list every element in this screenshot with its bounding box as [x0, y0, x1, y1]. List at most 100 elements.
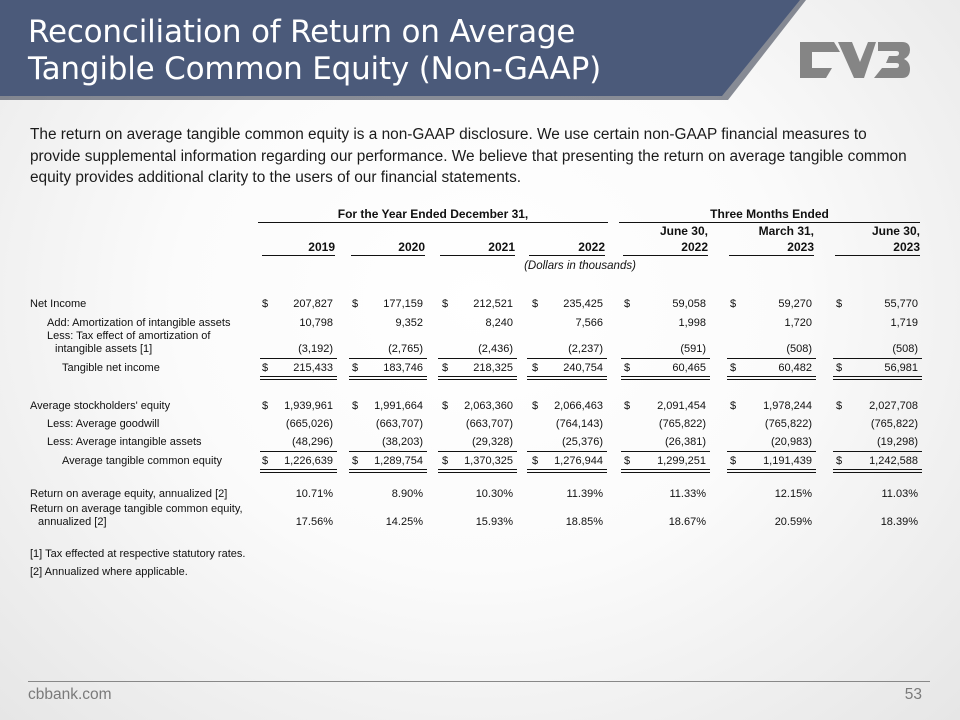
table-cell: 59,270 [778, 298, 812, 310]
table-cell: 1,242,588 [869, 455, 918, 467]
column-header-underline [262, 255, 335, 256]
table-cell: 215,433 [293, 362, 333, 374]
dollar-sign: $ [352, 362, 359, 374]
table-cell: (508) [786, 343, 812, 355]
table-cell: 17.56% [295, 516, 333, 528]
dollar-sign: $ [624, 362, 631, 374]
subtotal-rule [833, 451, 922, 452]
table-cell: (48,296) [292, 436, 333, 448]
units-note: (Dollars in thousands) [524, 260, 636, 272]
column-header-underline [529, 255, 605, 256]
table-cell: 2,027,708 [869, 400, 918, 412]
row-label: Tangible net income [62, 362, 160, 374]
table-cell: 2,091,454 [657, 400, 706, 412]
total-double-rule [527, 376, 607, 380]
column-header-line2: 2023 [787, 240, 814, 254]
table-cell: (2,436) [478, 343, 513, 355]
title-band [0, 0, 806, 100]
title-line-1: Reconciliation of Return on Average [28, 14, 576, 50]
cvb-logo-icon [800, 42, 910, 78]
dollar-sign: $ [442, 400, 449, 412]
dollar-sign: $ [730, 455, 737, 467]
table-cell: (2,765) [388, 343, 423, 355]
dollar-sign: $ [532, 362, 539, 374]
dollar-sign: $ [352, 400, 359, 412]
table-cell: (665,026) [285, 418, 333, 430]
table-cell: (25,376) [562, 436, 603, 448]
column-header-line2: 2019 [308, 240, 335, 254]
column-header-underline [623, 255, 708, 256]
column-header-line2: 2023 [893, 240, 920, 254]
table-cell: 60,482 [778, 362, 812, 374]
row-label: Less: Tax effect of amortization of [47, 330, 211, 342]
table-cell: 15.93% [475, 516, 513, 528]
row-label: Less: Average intangible assets [47, 436, 202, 448]
column-header-underline [351, 255, 425, 256]
table-cell: 10,798 [299, 317, 333, 329]
table-cell: (19,298) [877, 436, 918, 448]
table-cell: 218,325 [473, 362, 513, 374]
total-double-rule [260, 469, 337, 473]
table-cell: (764,143) [555, 418, 603, 430]
dollar-sign: $ [442, 362, 449, 374]
table-cell: 1,370,325 [464, 455, 513, 467]
header-year-underline [258, 222, 608, 223]
table-cell: (663,707) [465, 418, 513, 430]
total-double-rule [833, 376, 922, 380]
column-header-underline [835, 255, 920, 256]
total-double-rule [727, 376, 816, 380]
table-cell: 56,981 [884, 362, 918, 374]
total-double-rule [438, 469, 517, 473]
table-cell: 18.67% [668, 516, 706, 528]
table-cell: 7,566 [575, 317, 603, 329]
table-cell: (765,822) [870, 418, 918, 430]
table-cell: (765,822) [764, 418, 812, 430]
table-cell: (26,381) [665, 436, 706, 448]
table-cell: 2,063,360 [464, 400, 513, 412]
table-cell: (3,192) [298, 343, 333, 355]
total-double-rule [349, 376, 427, 380]
table-cell: 183,746 [383, 362, 423, 374]
header-quarter-group: Three Months Ended [710, 207, 829, 221]
row-label: Return on average tangible common equity… [30, 503, 243, 515]
dollar-sign: $ [262, 298, 269, 310]
footnote: [2] Annualized where applicable. [30, 566, 188, 578]
table-cell: 18.85% [565, 516, 603, 528]
dollar-sign: $ [624, 400, 631, 412]
table-cell: 1,299,251 [657, 455, 706, 467]
header-year-group: For the Year Ended December 31, [337, 207, 529, 221]
row-label: Add: Amortization of intangible assets [47, 317, 231, 329]
total-double-rule [833, 469, 922, 473]
table-cell: 240,754 [563, 362, 603, 374]
total-double-rule [621, 376, 710, 380]
dollar-sign: $ [442, 455, 449, 467]
table-cell: (29,328) [472, 436, 513, 448]
dollar-sign: $ [624, 455, 631, 467]
column-header-underline [440, 255, 515, 256]
row-label: Net Income [30, 298, 87, 310]
table-cell: (508) [892, 343, 918, 355]
table-cell: 235,425 [563, 298, 603, 310]
table-cell: 1,720 [784, 317, 812, 329]
table-cell: 11.03% [881, 488, 919, 500]
total-double-rule [621, 469, 710, 473]
table-cell: 10.71% [295, 488, 333, 500]
table-cell: 8.90% [391, 488, 423, 500]
table-cell: (591) [680, 343, 706, 355]
table-cell: 11.33% [669, 488, 707, 500]
footer-site: cbbank.com [28, 686, 112, 703]
table-cell: (663,707) [375, 418, 423, 430]
dollar-sign: $ [836, 455, 843, 467]
column-header-line1: June 30, [871, 224, 920, 238]
table-cell: (20,983) [771, 436, 812, 448]
subtotal-rule [349, 358, 427, 359]
table-cell: (38,203) [382, 436, 423, 448]
table-cell: 8,240 [485, 317, 513, 329]
table-cell: 60,465 [672, 362, 706, 374]
column-header-line2: 2020 [398, 240, 425, 254]
dollar-sign: $ [624, 298, 631, 310]
table-cell: 12.15% [774, 488, 812, 500]
dollar-sign: $ [730, 298, 737, 310]
dollar-sign: $ [836, 298, 843, 310]
